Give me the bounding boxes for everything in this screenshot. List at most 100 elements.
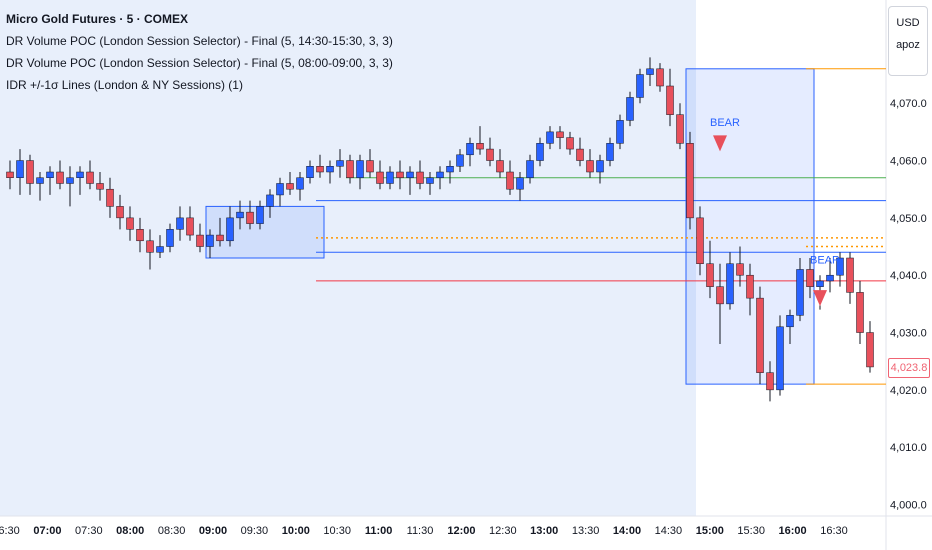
scale-label[interactable]: apoz [896, 39, 920, 51]
candle-body [366, 160, 374, 173]
candle-body [766, 372, 774, 391]
candle-body [596, 160, 604, 173]
candle-body [416, 171, 424, 184]
legend-indicator-1[interactable]: DR Volume POC (London Session Selector) … [6, 34, 393, 48]
session-background [0, 0, 696, 516]
chart-legend: Micro Gold Futures · 5 · COMEX DR Volume… [6, 8, 393, 96]
x-tick-label: 16:30 [820, 525, 848, 537]
range-box-1 [205, 205, 325, 259]
candle-body [726, 263, 734, 305]
y-tick-label: 4,010.0 [890, 442, 927, 454]
candle-body [46, 171, 54, 178]
x-tick-label: 09:00 [199, 525, 227, 537]
candle-body [686, 143, 694, 219]
candle-body [186, 217, 194, 236]
candle-body [246, 211, 254, 224]
x-tick-label: 16:00 [779, 525, 807, 537]
y-tick-label: 4,050.0 [890, 213, 927, 225]
candle-body [556, 131, 564, 138]
candle-body [56, 171, 64, 184]
x-tick-label: 13:00 [530, 525, 558, 537]
candle-body [746, 274, 754, 299]
candle-body [26, 160, 34, 184]
candle-body [496, 160, 504, 173]
legend-indicator-3[interactable]: IDR +/-1σ Lines (London & NY Sessions) (… [6, 78, 243, 92]
candle-body [616, 120, 624, 144]
candle-body [126, 217, 134, 230]
candle-body [306, 166, 314, 178]
candle-body [146, 240, 154, 253]
x-tick-label: 11:30 [407, 525, 434, 537]
candle-body [506, 171, 514, 190]
candle-body [636, 74, 644, 98]
candle-body [66, 177, 74, 184]
y-tick-label: 4,060.0 [890, 156, 927, 168]
candle-body [606, 143, 614, 161]
bear-marker-1 [713, 135, 727, 152]
candle-body [516, 177, 524, 190]
candle-body [786, 315, 794, 328]
candle-body [166, 229, 174, 247]
candle-body [806, 269, 814, 287]
candle-body [136, 229, 144, 242]
candle-body [526, 160, 534, 178]
x-tick-label: 08:00 [116, 525, 144, 537]
candle-body [546, 131, 554, 144]
legend-title[interactable]: Micro Gold Futures · 5 · COMEX [6, 12, 189, 26]
candle-body [796, 269, 804, 316]
legend-indicator-2[interactable]: DR Volume POC (London Session Selector) … [6, 56, 393, 70]
candle-body [756, 297, 764, 373]
candle-body [836, 257, 844, 276]
y-tick-label: 4,070.0 [890, 98, 927, 110]
currency-label[interactable]: USD [896, 17, 920, 29]
candle-body [326, 166, 334, 173]
candle-body [566, 137, 574, 150]
candle-body [276, 183, 284, 196]
candle-body [446, 166, 454, 173]
x-tick-label: 15:00 [696, 525, 724, 537]
scale-settings-box[interactable]: USD apoz [888, 6, 928, 76]
candle-body [586, 160, 594, 173]
candle-body [206, 234, 214, 247]
x-tick-label: 15:30 [737, 525, 765, 537]
candle-body [16, 160, 24, 178]
candle-body [226, 217, 234, 242]
candle-body [476, 143, 484, 150]
candle-body [236, 211, 244, 219]
candle-body [826, 274, 834, 282]
candle-body [106, 188, 114, 207]
candle-body [76, 171, 84, 178]
candle-body [356, 160, 364, 178]
x-tick-label: 13:30 [572, 525, 600, 537]
last-price-tag: 4,023.8 [888, 357, 930, 378]
candle-body [676, 114, 684, 144]
candle-body [666, 85, 674, 115]
bear-label-2: BEAR [810, 255, 840, 267]
candle-body [386, 171, 394, 184]
candle-body [656, 68, 664, 87]
x-tick-label: 10:00 [282, 525, 310, 537]
x-tick-label: 10:30 [323, 525, 351, 537]
x-tick-label: 12:00 [447, 525, 475, 537]
candle-body [696, 217, 704, 264]
candle-body [216, 234, 224, 242]
candle-body [486, 148, 494, 161]
x-tick-label: 14:30 [655, 525, 683, 537]
x-tick-label: 14:00 [613, 525, 641, 537]
candle-body [406, 171, 414, 178]
candle-body [196, 234, 204, 247]
candle-body [86, 171, 94, 184]
candle-body [36, 177, 44, 184]
candle-body [456, 154, 464, 167]
y-tick-label: 4,040.0 [890, 270, 927, 282]
y-tick-label: 4,020.0 [890, 385, 927, 397]
candle-body [436, 171, 444, 178]
candle-body [346, 160, 354, 178]
bear-marker-2 [813, 290, 827, 307]
candle-body [706, 263, 714, 287]
candle-body [256, 206, 264, 224]
y-tick-label: 4,000.0 [890, 500, 927, 512]
candle-body [866, 332, 874, 368]
